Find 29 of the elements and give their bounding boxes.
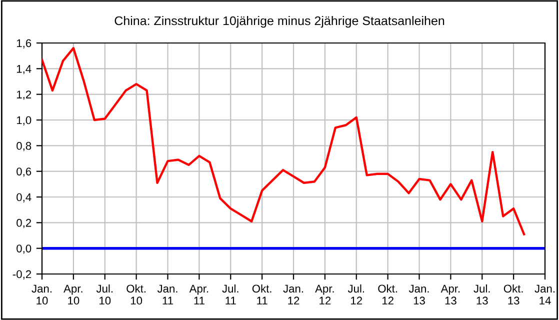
- x-tick-label: Okt. 13: [504, 284, 523, 305]
- x-tick-label: Jan. 12: [283, 284, 303, 304]
- x-tick-label: Apr. 10: [64, 284, 82, 305]
- x-tick-label: Jul. 12: [348, 284, 364, 304]
- y-tick-label: 1,4: [16, 65, 32, 74]
- y-tick-label: 0,6: [16, 168, 32, 177]
- y-tick-label: 0,8: [16, 142, 32, 152]
- y-tick-label: 0,4: [16, 193, 32, 202]
- chart-title: China: Zinsstruktur 10jährige minus 2jährige Staatsanleihen: [114, 16, 444, 28]
- x-tick-label: Apr. 13: [440, 284, 460, 305]
- x-tick-label: Apr. 12: [315, 284, 334, 304]
- x-tick-label: Okt. 12: [378, 284, 397, 304]
- x-tick-label: Jan. 10: [32, 284, 52, 305]
- x-tick-label: Jul. 11: [222, 284, 238, 304]
- x-tick-label: Jul. 13: [474, 284, 490, 305]
- line-series: [42, 47, 526, 236]
- y-tick-label: 1,2: [16, 90, 32, 100]
- x-tick-label: Okt. 10: [126, 284, 146, 305]
- y-tick-label: 1,6: [16, 39, 32, 48]
- x-tick-label: Jul. 10: [96, 284, 113, 305]
- x-tick-label: Jan. 13: [408, 284, 429, 305]
- y-tick-label: 1,0: [16, 116, 32, 126]
- x-tick-label: Jan. 11: [157, 284, 178, 304]
- x-tick-label: Okt. 11: [252, 284, 272, 304]
- y-tick-label: 0,2: [16, 218, 32, 228]
- y-tick-label: -0,2: [12, 270, 32, 280]
- x-tick-label: Apr. 11: [189, 284, 208, 304]
- y-tick-label: 0,0: [16, 244, 32, 254]
- x-tick-label: Jan. 14: [534, 284, 554, 304]
